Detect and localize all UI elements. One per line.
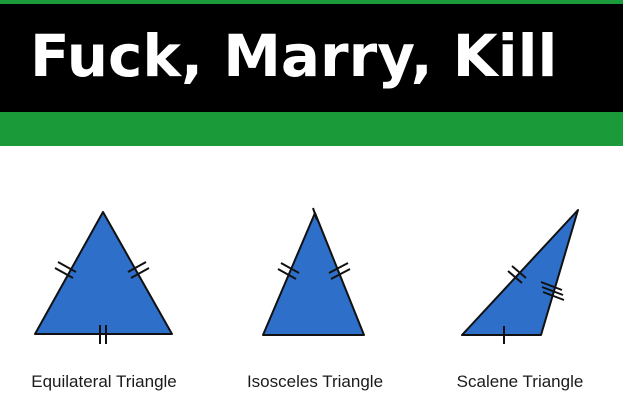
isosceles-label: Isosceles Triangle: [246, 372, 384, 391]
banner-title: Fuck, Marry, Kill: [30, 22, 558, 90]
equilateral-shape: [34, 211, 173, 335]
scalene-label: Scalene Triangle: [456, 372, 584, 391]
title-banner: Fuck, Marry, Kill: [0, 4, 623, 112]
equilateral-label: Equilateral Triangle: [31, 372, 177, 391]
green-band: [0, 112, 623, 146]
top-green-strip: [0, 0, 623, 4]
